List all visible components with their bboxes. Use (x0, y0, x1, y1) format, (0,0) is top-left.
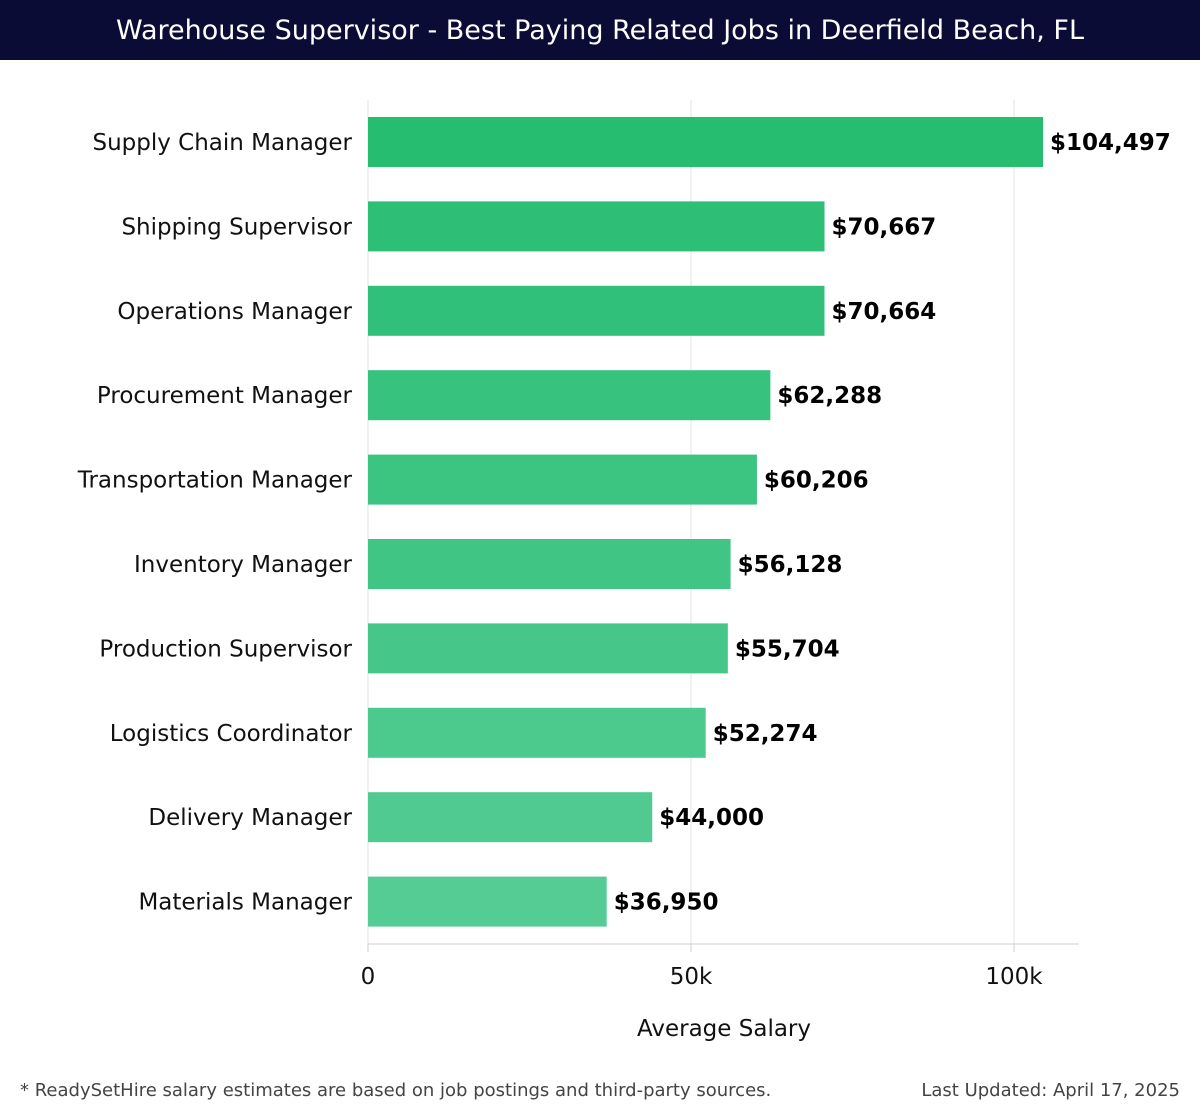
x-tick-label: 50k (670, 964, 713, 990)
x-tick-label: 100k (985, 964, 1043, 990)
category-label: Procurement Manager (97, 383, 353, 409)
category-label: Delivery Manager (148, 805, 352, 831)
value-label: $70,667 (832, 214, 937, 240)
bar[interactable] (368, 117, 1044, 167)
value-label: $70,664 (831, 299, 936, 325)
value-label: $36,950 (614, 890, 719, 916)
category-label: Materials Manager (138, 890, 352, 916)
bar[interactable] (368, 623, 728, 674)
bar[interactable] (368, 285, 825, 336)
chart-title: Warehouse Supervisor - Best Paying Relat… (115, 14, 1085, 46)
category-label: Shipping Supervisor (121, 214, 352, 240)
category-label: Supply Chain Manager (92, 130, 352, 156)
last-updated: Last Updated: April 17, 2025 (921, 1080, 1180, 1101)
x-axis-title: Average Salary (637, 1016, 811, 1042)
footnote: * ReadySetHire salary estimates are base… (20, 1080, 772, 1101)
value-label: $55,704 (735, 636, 840, 662)
category-label: Production Supervisor (99, 636, 352, 662)
bar[interactable] (368, 201, 825, 252)
value-label: $44,000 (659, 805, 764, 831)
bar[interactable] (368, 370, 771, 421)
value-label: $62,288 (777, 383, 882, 409)
value-label: $56,128 (738, 552, 843, 578)
category-label: Inventory Manager (134, 552, 353, 578)
bar[interactable] (368, 454, 757, 505)
bar[interactable] (368, 792, 653, 843)
chart-title-bar: Warehouse Supervisor - Best Paying Relat… (0, 0, 1200, 60)
value-label: $52,274 (713, 721, 818, 747)
bar-chart: 0 50k 100k Average Salary Supply Chain Manag… (77, 100, 1171, 1042)
bar[interactable] (368, 539, 731, 589)
category-label: Transportation Manager (77, 468, 353, 494)
x-tick-label: 0 (361, 964, 376, 990)
value-label: $104,497 (1050, 130, 1171, 156)
category-label: Operations Manager (117, 299, 352, 325)
value-label: $60,206 (764, 468, 869, 494)
category-label: Logistics Coordinator (110, 721, 353, 747)
bar[interactable] (368, 876, 607, 927)
bar[interactable] (368, 707, 706, 758)
